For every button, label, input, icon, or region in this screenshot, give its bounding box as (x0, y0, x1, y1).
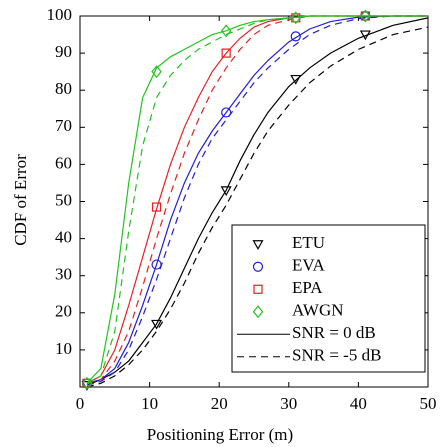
marker (151, 319, 163, 330)
x-tick-label: 30 (280, 394, 297, 413)
legend-marker (253, 284, 263, 294)
marker (221, 107, 232, 118)
curve (86, 17, 429, 386)
x-tick-label: 10 (141, 394, 158, 413)
y-tick-label: 30 (55, 265, 72, 284)
x-tick-label: 0 (76, 394, 85, 413)
marker (220, 24, 232, 38)
x-tick-label: 20 (211, 394, 228, 413)
legend-label: AWGN (292, 301, 344, 320)
marker (360, 9, 371, 23)
y-tick-label: 80 (55, 79, 72, 98)
y-tick-label: 90 (55, 42, 72, 61)
curve (86, 15, 428, 384)
legend-marker (252, 240, 264, 250)
y-tick-label: 70 (55, 116, 72, 135)
legend-label: EPA (292, 278, 323, 297)
y-tick-label: 100 (47, 5, 73, 24)
marker (221, 48, 231, 58)
x-axis-label: Positioning Error (m) (147, 425, 293, 444)
legend-label: SNR = 0 dB (292, 323, 376, 342)
x-tick-label: 50 (420, 394, 437, 413)
y-tick-label: 20 (55, 302, 72, 321)
y-tick-label: 50 (55, 190, 72, 209)
legend-marker (252, 261, 264, 272)
curve (86, 15, 428, 384)
marker (290, 31, 301, 42)
legend-label: EVA (292, 256, 325, 275)
marker (290, 74, 302, 85)
legend-box (231, 224, 426, 373)
y-axis-label: CDF of Error (11, 154, 30, 246)
marker (151, 259, 162, 270)
legend-label: SNR = -5 dB (292, 346, 381, 365)
y-tick-label: 10 (55, 339, 72, 358)
marker (359, 30, 371, 41)
marker (220, 186, 232, 197)
legend-marker (252, 305, 264, 319)
x-tick-label: 40 (350, 394, 367, 413)
y-tick-label: 40 (55, 228, 72, 247)
legend-label: ETU (292, 233, 325, 252)
marker (151, 202, 162, 212)
marker (290, 11, 302, 25)
curve (86, 15, 428, 384)
curve (86, 15, 428, 386)
curve (86, 26, 429, 388)
y-tick-label: 60 (55, 153, 72, 172)
marker (151, 65, 162, 79)
marker (81, 376, 93, 390)
